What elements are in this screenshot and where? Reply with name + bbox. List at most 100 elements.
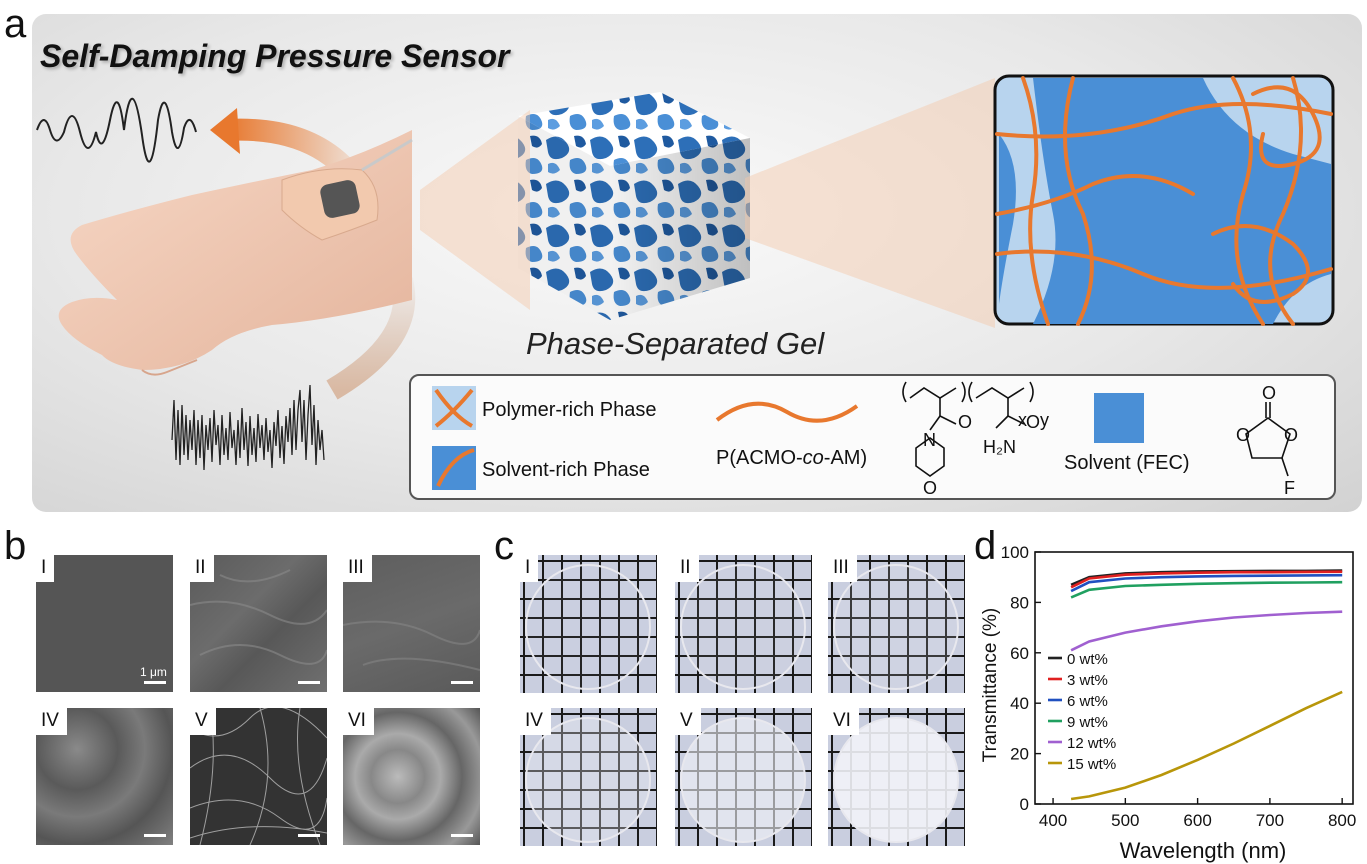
fec-atom-o-right: O bbox=[1284, 425, 1299, 445]
legend-label-4: 9 wt% bbox=[1067, 714, 1108, 731]
polymer-network-schematic bbox=[993, 74, 1335, 326]
plot-frame bbox=[1034, 551, 1354, 805]
hand-shape bbox=[58, 130, 413, 370]
x-tick-label: 800 bbox=[1328, 811, 1356, 830]
photo-sample-4: IV bbox=[520, 708, 657, 846]
series-line-6 bbox=[1070, 690, 1343, 801]
panel-label-a: a bbox=[4, 2, 27, 46]
atom-n: N bbox=[923, 430, 936, 450]
sem-label-3: III bbox=[343, 555, 372, 582]
polymer-rich-phase-label: Polymer-rich Phase bbox=[482, 399, 657, 421]
legend-label-6: 15 wt% bbox=[1067, 756, 1116, 773]
gel-disc bbox=[833, 564, 959, 690]
scale-bar bbox=[144, 834, 166, 837]
sem-label-2: II bbox=[190, 555, 214, 582]
scale-bar bbox=[144, 681, 166, 684]
panel-a-title: Self-Damping Pressure Sensor bbox=[40, 38, 510, 74]
gel-top-face bbox=[518, 92, 750, 166]
scale-bar bbox=[298, 681, 320, 684]
sensor-electrode bbox=[320, 180, 360, 218]
photo-label-5: V bbox=[675, 708, 701, 735]
polymer-chain-icon bbox=[715, 401, 859, 423]
scale-bar-label: 1 μm bbox=[140, 665, 167, 679]
y-tick-label: 20 bbox=[1010, 745, 1029, 764]
sub-y: y bbox=[1040, 410, 1049, 430]
gel-front-face bbox=[518, 116, 610, 320]
gel-disc bbox=[680, 564, 806, 690]
series-line-4 bbox=[1070, 580, 1343, 599]
photo-sample-5: V bbox=[675, 708, 812, 846]
gel-caption: Phase-Separated Gel bbox=[526, 326, 825, 361]
series-line-3 bbox=[1070, 573, 1343, 593]
scale-bar bbox=[451, 834, 473, 837]
sem-image-6: VI bbox=[343, 708, 480, 845]
zoom-cone-left bbox=[420, 110, 530, 310]
sem-image-5: V bbox=[190, 708, 327, 845]
gel-disc bbox=[525, 564, 651, 690]
photo-label-2: II bbox=[675, 555, 699, 582]
sem-label-1: I bbox=[36, 555, 55, 582]
polymer-rich-phase-swatch bbox=[432, 386, 476, 430]
solvent-name: Solvent (FEC) bbox=[1064, 452, 1190, 474]
atom-o-2: O bbox=[1026, 412, 1041, 432]
orange-arrowhead bbox=[210, 108, 240, 154]
solvent-swatch bbox=[1094, 393, 1144, 443]
atom-o-1: O bbox=[958, 412, 973, 432]
solvent-rich-phase-swatch bbox=[432, 446, 476, 490]
y-tick-label: 0 bbox=[1020, 795, 1029, 814]
sem-image-2: II bbox=[190, 555, 327, 692]
x-tick-label: 400 bbox=[1039, 811, 1067, 830]
polymer-name: P(ACMO-co-AM) bbox=[716, 447, 868, 469]
wrist-sensor-illustration bbox=[36, 97, 416, 471]
solvent-rich-phase-label: Solvent-rich Phase bbox=[482, 459, 650, 481]
photo-label-1: I bbox=[520, 555, 539, 582]
legend-label-3: 6 wt% bbox=[1067, 693, 1108, 710]
photo-sample-2: II bbox=[675, 555, 812, 693]
panel-label-c: c bbox=[494, 524, 514, 568]
sub-x: x bbox=[1018, 410, 1027, 430]
photo-sample-6: VI bbox=[828, 708, 965, 846]
sem-image-4: IV bbox=[36, 708, 173, 845]
x-axis-label: Wavelength (nm) bbox=[1120, 838, 1287, 863]
x-tick-label: 700 bbox=[1256, 811, 1284, 830]
series-line-2 bbox=[1070, 570, 1343, 589]
scale-bar bbox=[298, 834, 320, 837]
sem-label-6: VI bbox=[343, 708, 374, 735]
sem-label-4: IV bbox=[36, 708, 67, 735]
photo-sample-1: I bbox=[520, 555, 657, 693]
photo-label-4: IV bbox=[520, 708, 551, 735]
panel-label-d: d bbox=[974, 524, 997, 568]
atom-h2n: H₂N bbox=[983, 437, 1016, 457]
legend-box bbox=[409, 374, 1336, 500]
x-tick-label: 600 bbox=[1183, 811, 1211, 830]
sem-image-1: I 1 μm bbox=[36, 555, 173, 692]
photo-sample-3: III bbox=[828, 555, 965, 693]
legend-label-5: 12 wt% bbox=[1067, 735, 1116, 752]
y-axis-label: Transmittance (%) bbox=[980, 608, 1001, 763]
y-tick-label: 60 bbox=[1010, 644, 1029, 663]
fec-atom-f: F bbox=[1284, 478, 1295, 498]
scale-bar bbox=[451, 681, 473, 684]
transmittance-chart: 400 500 600 700 800 0 20 40 60 80 100 0 wt% 3 wt% 6 … bbox=[980, 543, 1356, 863]
fec-structure bbox=[1245, 402, 1291, 477]
y-tick-label: 80 bbox=[1010, 593, 1029, 612]
series-line-5 bbox=[1070, 610, 1343, 652]
noisy-signal-wave bbox=[171, 384, 325, 471]
gel-disc bbox=[680, 717, 806, 843]
fec-atom-o-carbonyl: O bbox=[1262, 383, 1277, 403]
photo-label-3: III bbox=[828, 555, 857, 582]
sem-image-3: III bbox=[343, 555, 480, 692]
phase-separated-gel-cube bbox=[518, 92, 750, 320]
atom-o-3: O bbox=[923, 478, 938, 498]
y-tick-label: 40 bbox=[1010, 694, 1029, 713]
panel-label-b: b bbox=[4, 524, 27, 568]
gel-disc bbox=[833, 717, 959, 843]
y-tick-label: 100 bbox=[1001, 543, 1029, 562]
photo-label-6: VI bbox=[828, 708, 859, 735]
x-tick-label: 500 bbox=[1111, 811, 1139, 830]
legend-label-2: 3 wt% bbox=[1067, 672, 1108, 689]
legend-label-1: 0 wt% bbox=[1067, 651, 1108, 668]
damped-signal-wave bbox=[36, 97, 197, 163]
gel-disc bbox=[525, 717, 651, 843]
polymer-structure bbox=[902, 381, 1034, 477]
